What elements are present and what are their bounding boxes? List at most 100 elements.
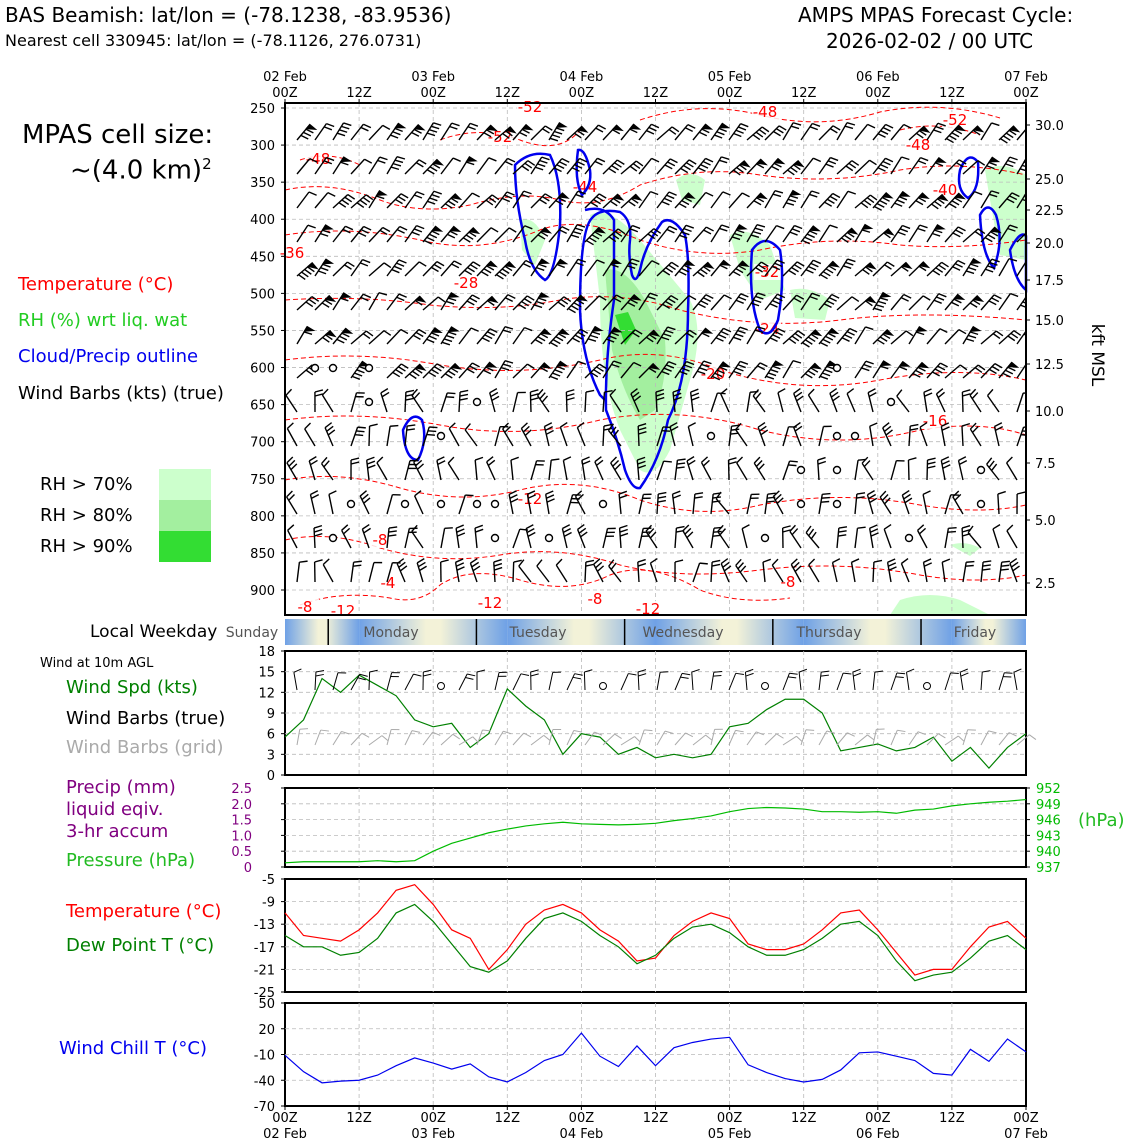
wind-barb-flag <box>760 261 769 267</box>
wind-barb-staff <box>962 364 979 379</box>
wind-barb-staff <box>807 394 820 413</box>
wind-barb-flag <box>378 292 388 296</box>
wind-barb-flag <box>667 326 676 331</box>
wind-barb-flag <box>827 332 836 338</box>
wind-barb-flag <box>970 263 979 268</box>
wind-barb-flag <box>487 300 495 306</box>
wind-barb-staff <box>562 460 568 481</box>
wind-barb-flag <box>672 490 681 495</box>
wind-barb-staff <box>869 426 874 447</box>
legend-rh70-swatch <box>159 469 211 500</box>
wind-barb-pennant <box>738 160 751 168</box>
wind-barb-flag <box>445 300 455 305</box>
wind-barb-staff <box>944 329 960 345</box>
wind-barb-flag <box>793 388 801 394</box>
wind-barb-flag <box>688 159 697 165</box>
wind-barb-staff <box>800 157 814 175</box>
wind-barb-flag <box>431 332 440 337</box>
wind-barb-staff <box>638 157 653 175</box>
wind-barb-flag <box>491 194 500 201</box>
wind-barb-flag <box>651 260 660 265</box>
wind-barb-pennant <box>953 293 966 300</box>
wind-barb-flag <box>305 128 314 134</box>
wind-barb-flag <box>751 302 760 307</box>
wind-barb-flag <box>645 524 653 532</box>
wind-barb-staff <box>649 562 658 583</box>
wind-barb-flag <box>406 428 415 431</box>
wind-barb-flag <box>994 422 1003 428</box>
wind-barb-staff <box>710 672 715 691</box>
wind-barb-flag <box>396 558 405 565</box>
wind-barb-staff <box>854 159 871 175</box>
wind-barb-flag <box>576 493 584 501</box>
wind-barb-staff <box>494 360 506 379</box>
wind-barb-flag <box>507 294 516 299</box>
wind-barb-flag <box>986 165 995 170</box>
wind-barb-flag <box>927 461 936 465</box>
wind-barb-staff <box>368 292 380 311</box>
temperature-label-bg <box>477 595 504 611</box>
wind-barb-staff <box>602 425 605 447</box>
wind-barb-flag <box>992 333 1001 339</box>
wind-barb-pennant <box>861 223 874 230</box>
pressure-tick-label: 600 <box>250 362 275 377</box>
wind-barb-staff <box>332 731 342 746</box>
wind-barb-flag <box>863 460 871 468</box>
wind-barb-flag <box>690 388 699 393</box>
wind-barb-flag <box>1021 164 1026 168</box>
wind-barb-flag <box>737 329 746 334</box>
wind-barb-flag <box>1008 732 1017 737</box>
wind-barb-flag <box>300 134 309 140</box>
wind-barb-flag <box>431 125 440 130</box>
wind-barb-staff <box>656 126 673 141</box>
wind-barb-flag <box>972 129 981 136</box>
wind-barb-flag <box>916 132 924 139</box>
wind-barb-staff <box>404 673 414 691</box>
wind-barb-flag <box>537 234 546 240</box>
weekday-bar: Sunday Monday Tuesday Wednesday Thursday Frid… <box>226 619 1026 645</box>
wind-barb-flag <box>705 191 714 197</box>
temperature-contour <box>285 353 1026 387</box>
precip-label-1: Precip (mm) <box>66 777 176 798</box>
wind-barb-flag <box>428 371 437 378</box>
wind-barb-flag <box>866 197 875 204</box>
temperature-line <box>284 883 1027 976</box>
bottom-time-tick-label: 00Z <box>420 1111 446 1126</box>
wind-barb-pennant <box>486 295 499 304</box>
wind-barb-flag <box>563 296 572 303</box>
wind-barb-flag <box>992 524 1001 530</box>
wind-barb-flag <box>309 157 318 163</box>
wind-barb-pennant <box>609 258 623 265</box>
wind-barb-flag <box>771 558 779 566</box>
wind-barb-flag <box>350 461 360 465</box>
temperature-contour <box>285 475 1026 512</box>
bottom-date-label: 04 Feb <box>560 1127 604 1140</box>
pressure-tick-label: 937 <box>1036 861 1061 876</box>
wind-barb-flag <box>714 372 723 378</box>
wind-barb-flag <box>407 424 416 427</box>
wind-barb-flag <box>629 165 638 172</box>
wind-barb-flag <box>919 224 928 229</box>
wind-barb-flag <box>821 670 830 673</box>
wind-barb-flag <box>985 268 994 273</box>
wind-barb-flag <box>555 336 564 342</box>
wind-barb-flag <box>990 231 999 237</box>
wind-barb-pennant <box>755 192 768 200</box>
wind-barb-flag <box>604 389 613 393</box>
wind-barb-staff <box>386 729 392 746</box>
wind-barb-flag <box>676 462 686 465</box>
wind-barb-flag <box>804 236 813 242</box>
wind-barb-flag <box>523 190 532 195</box>
wind-barb-flag <box>885 429 893 436</box>
wind-barb-staff <box>413 495 424 515</box>
pressure-tick-label: 250 <box>250 102 275 117</box>
wind-barb-flag <box>903 493 911 500</box>
bottom-date-label: 06 Feb <box>856 1127 900 1140</box>
wind-barb-flag <box>776 224 785 230</box>
wind-barb-flag <box>899 366 908 371</box>
wind-barb-staff <box>620 362 635 379</box>
wind-barb-staff <box>908 157 922 175</box>
wind-barb-staff <box>692 192 707 209</box>
wind-barb-flag <box>969 302 978 308</box>
wind-barb-staff <box>986 395 1000 413</box>
